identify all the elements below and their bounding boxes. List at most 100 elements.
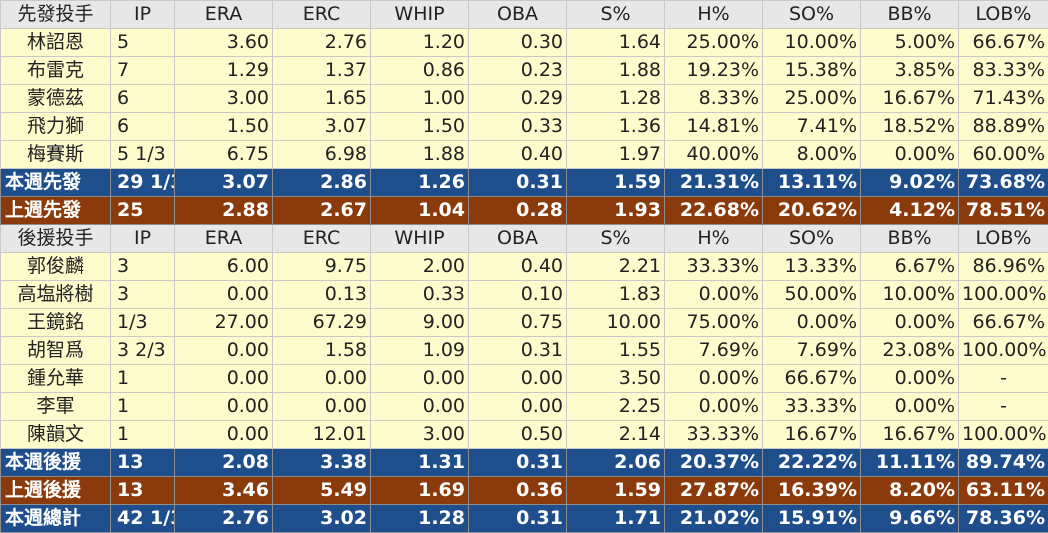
- stat-cell: 8.20%: [861, 477, 959, 505]
- stat-cell: 1.28: [371, 505, 469, 533]
- stat-cell: 3.60: [175, 29, 273, 57]
- stat-cell: 0.36: [469, 477, 567, 505]
- pitcher-name: 林詔恩: [1, 29, 111, 57]
- stat-cell: 5.49: [273, 477, 371, 505]
- stat-cell: 1.59: [567, 477, 665, 505]
- stat-cell: 3 2/3: [111, 337, 175, 365]
- stat-cell: 0.00%: [861, 365, 959, 393]
- stat-cell: 0.40: [469, 253, 567, 281]
- stat-cell: 21.31%: [665, 169, 763, 197]
- column-header: S%: [567, 225, 665, 253]
- stat-cell: 2.14: [567, 421, 665, 449]
- column-header: WHIP: [371, 1, 469, 29]
- stat-cell: 11.11%: [861, 449, 959, 477]
- stat-cell: 16.67%: [861, 421, 959, 449]
- stat-cell: 1.93: [567, 197, 665, 225]
- stat-cell: 78.51%: [959, 197, 1048, 225]
- stat-cell: 0.00: [175, 337, 273, 365]
- pitcher-name: 梅賽斯: [1, 141, 111, 169]
- column-header: OBA: [469, 1, 567, 29]
- stat-cell: 0.00%: [665, 281, 763, 309]
- stat-cell: 3.02: [273, 505, 371, 533]
- stat-cell: 1.28: [567, 85, 665, 113]
- stat-cell: 1: [111, 421, 175, 449]
- stat-cell: 0.31: [469, 337, 567, 365]
- stat-cell: 1.29: [175, 57, 273, 85]
- stat-cell: 1.36: [567, 113, 665, 141]
- pitcher-name: 本週總計: [1, 505, 111, 533]
- stat-cell: 12.01: [273, 421, 371, 449]
- stat-cell: 10.00%: [763, 29, 861, 57]
- stat-cell: 33.33%: [763, 393, 861, 421]
- stat-cell: 3.38: [273, 449, 371, 477]
- stat-cell: 6.98: [273, 141, 371, 169]
- pitcher-name: 布雷克: [1, 57, 111, 85]
- stat-cell: 3.00: [371, 421, 469, 449]
- stat-cell: 1.50: [371, 113, 469, 141]
- pitcher-name: 鍾允華: [1, 365, 111, 393]
- stat-cell: 6.00: [175, 253, 273, 281]
- stat-cell: 9.75: [273, 253, 371, 281]
- stat-cell: 1.64: [567, 29, 665, 57]
- stat-cell: 0.00%: [665, 365, 763, 393]
- stat-cell: 2.88: [175, 197, 273, 225]
- stat-cell: 0.10: [469, 281, 567, 309]
- column-header: ERA: [175, 225, 273, 253]
- stat-cell: 0.00: [273, 365, 371, 393]
- stat-cell: 83.33%: [959, 57, 1048, 85]
- stat-cell: 7.69%: [665, 337, 763, 365]
- stat-cell: 1.69: [371, 477, 469, 505]
- stat-cell: 10.00: [567, 309, 665, 337]
- stat-cell: 0.00: [469, 393, 567, 421]
- stat-cell: -: [959, 393, 1048, 421]
- stat-cell: 9.66%: [861, 505, 959, 533]
- stat-cell: 1.88: [371, 141, 469, 169]
- stat-cell: 67.29: [273, 309, 371, 337]
- stat-cell: 3.50: [567, 365, 665, 393]
- stat-cell: 1.65: [273, 85, 371, 113]
- column-header: IP: [111, 1, 175, 29]
- stat-cell: 1.20: [371, 29, 469, 57]
- stat-cell: 4.12%: [861, 197, 959, 225]
- pitcher-name: 李軍: [1, 393, 111, 421]
- pitcher-name: 飛力獅: [1, 113, 111, 141]
- stat-cell: 2.08: [175, 449, 273, 477]
- stat-cell: 25.00%: [763, 85, 861, 113]
- stat-cell: 3: [111, 281, 175, 309]
- stat-cell: 6.67%: [861, 253, 959, 281]
- column-header: SO%: [763, 225, 861, 253]
- pitcher-name: 陳韻文: [1, 421, 111, 449]
- stat-cell: 0.29: [469, 85, 567, 113]
- stat-cell: 25: [111, 197, 175, 225]
- column-header: OBA: [469, 225, 567, 253]
- stat-cell: 1/3: [111, 309, 175, 337]
- stat-cell: 78.36%: [959, 505, 1048, 533]
- stat-cell: 3.46: [175, 477, 273, 505]
- stat-cell: 0.00: [273, 393, 371, 421]
- stat-cell: 13.33%: [763, 253, 861, 281]
- stat-cell: 6: [111, 113, 175, 141]
- stat-cell: 20.62%: [763, 197, 861, 225]
- stat-cell: 0.00%: [861, 309, 959, 337]
- stat-cell: 8.33%: [665, 85, 763, 113]
- stat-cell: 42 1/3: [111, 505, 175, 533]
- stat-cell: 22.68%: [665, 197, 763, 225]
- stat-cell: 16.67%: [763, 421, 861, 449]
- stat-cell: 1.31: [371, 449, 469, 477]
- stat-cell: 0.00: [371, 365, 469, 393]
- stat-cell: 5: [111, 29, 175, 57]
- stat-cell: 8.00%: [763, 141, 861, 169]
- stat-cell: 1.83: [567, 281, 665, 309]
- stat-cell: 25.00%: [665, 29, 763, 57]
- stat-cell: 7: [111, 57, 175, 85]
- stat-cell: 19.23%: [665, 57, 763, 85]
